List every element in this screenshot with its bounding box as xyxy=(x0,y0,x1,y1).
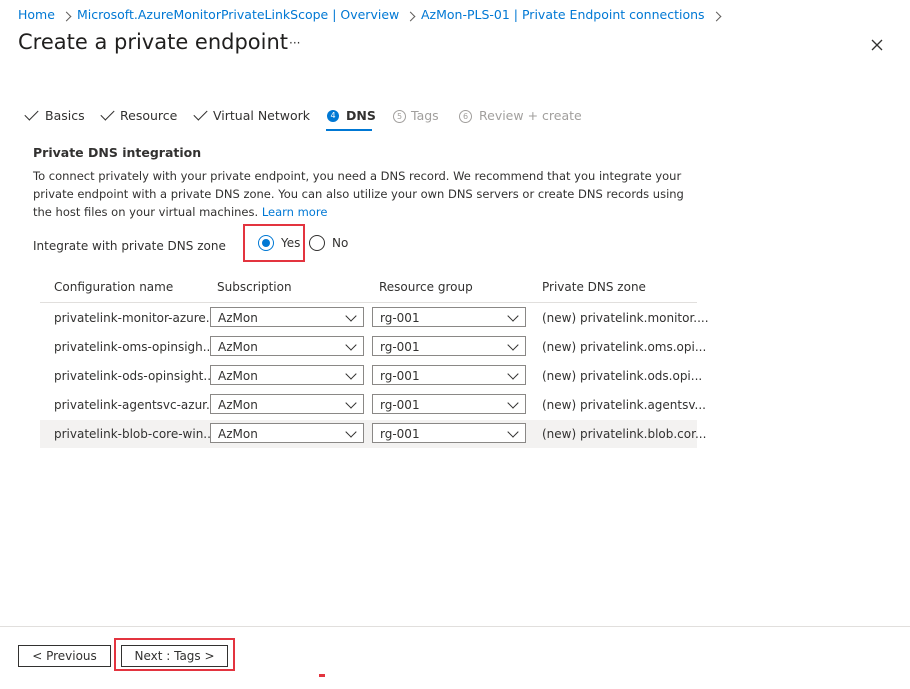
subscription-dropdown[interactable]: AzMon xyxy=(210,365,364,385)
column-header: Resource group xyxy=(379,280,473,294)
subscription-dropdown[interactable]: AzMon xyxy=(210,307,364,327)
integrate-label: Integrate with private DNS zone xyxy=(33,239,226,253)
wizard-tab[interactable]: DNS xyxy=(346,108,376,123)
radio-yes[interactable] xyxy=(258,235,274,251)
dns-zone: (new) privatelink.ods.opi... xyxy=(542,369,703,383)
highlight-box xyxy=(114,638,235,671)
page-title: Create a private endpoint xyxy=(18,30,289,54)
footer-divider xyxy=(0,626,910,627)
config-name: privatelink-monitor-azure... xyxy=(54,311,218,325)
wizard-tab[interactable]: Tags xyxy=(411,108,439,123)
config-name: privatelink-agentsvc-azur... xyxy=(54,398,218,412)
column-header: Private DNS zone xyxy=(542,280,646,294)
subscription-dropdown[interactable]: AzMon xyxy=(210,336,364,356)
step-number: 4 xyxy=(327,110,339,122)
header-divider xyxy=(40,302,697,303)
check-icon xyxy=(193,106,208,121)
section-title: Private DNS integration xyxy=(33,145,202,160)
previous-button[interactable]: < Previous xyxy=(18,645,111,667)
column-header: Configuration name xyxy=(54,280,174,294)
learn-more-link[interactable]: Learn more xyxy=(261,205,328,219)
wizard-tab[interactable]: Virtual Network xyxy=(213,108,311,123)
column-header: Subscription xyxy=(217,280,292,294)
wizard-tab[interactable]: Review + create xyxy=(479,108,582,123)
dns-zone: (new) privatelink.monitor.... xyxy=(542,311,709,325)
wizard-tab[interactable]: Resource xyxy=(120,108,178,123)
subscription-dropdown[interactable]: AzMon xyxy=(210,394,364,414)
resource-group-dropdown[interactable]: rg-001 xyxy=(372,423,526,443)
radio-no[interactable] xyxy=(309,235,325,251)
breadcrumb-chevron xyxy=(711,11,722,22)
radio-label[interactable]: Yes xyxy=(281,236,301,250)
breadcrumb-chevron xyxy=(61,11,72,22)
step-number: 5 xyxy=(393,110,406,123)
subscription-dropdown[interactable]: AzMon xyxy=(210,423,364,443)
resource-group-dropdown[interactable]: rg-001 xyxy=(372,336,526,356)
config-name: privatelink-ods-opinsight... xyxy=(54,369,215,383)
check-icon xyxy=(24,106,39,121)
check-icon xyxy=(100,106,115,121)
description-text: To connect privately with your private e… xyxy=(33,169,684,219)
next-button[interactable]: Next : Tags > xyxy=(121,645,228,667)
dns-zone: (new) privatelink.blob.cor... xyxy=(542,427,707,441)
more-menu[interactable]: ··· xyxy=(289,36,301,50)
config-name: privatelink-oms-opinsigh... xyxy=(54,340,215,354)
dns-zone: (new) privatelink.oms.opi... xyxy=(542,340,707,354)
dns-zone: (new) privatelink.agentsv... xyxy=(542,398,706,412)
active-tab-underline xyxy=(326,129,372,131)
highlight-box xyxy=(243,224,305,262)
breadcrumb-chevron xyxy=(405,11,416,22)
resource-group-dropdown[interactable]: rg-001 xyxy=(372,365,526,385)
breadcrumb-link[interactable]: Microsoft.AzureMonitorPrivateLinkScope |… xyxy=(77,7,400,22)
resource-group-dropdown[interactable]: rg-001 xyxy=(372,394,526,414)
close-button[interactable] xyxy=(871,39,883,51)
breadcrumb-link[interactable]: Home xyxy=(18,7,55,22)
step-number: 6 xyxy=(459,110,472,123)
resource-group-dropdown[interactable]: rg-001 xyxy=(372,307,526,327)
wizard-tab[interactable]: Basics xyxy=(45,108,85,123)
radio-label[interactable]: No xyxy=(332,236,349,250)
breadcrumb-link[interactable]: AzMon-PLS-01 | Private Endpoint connecti… xyxy=(421,7,705,22)
config-name: privatelink-blob-core-win... xyxy=(54,427,215,441)
marker xyxy=(319,674,325,677)
section-description: To connect privately with your private e… xyxy=(33,167,703,221)
row-highlight xyxy=(40,420,697,448)
